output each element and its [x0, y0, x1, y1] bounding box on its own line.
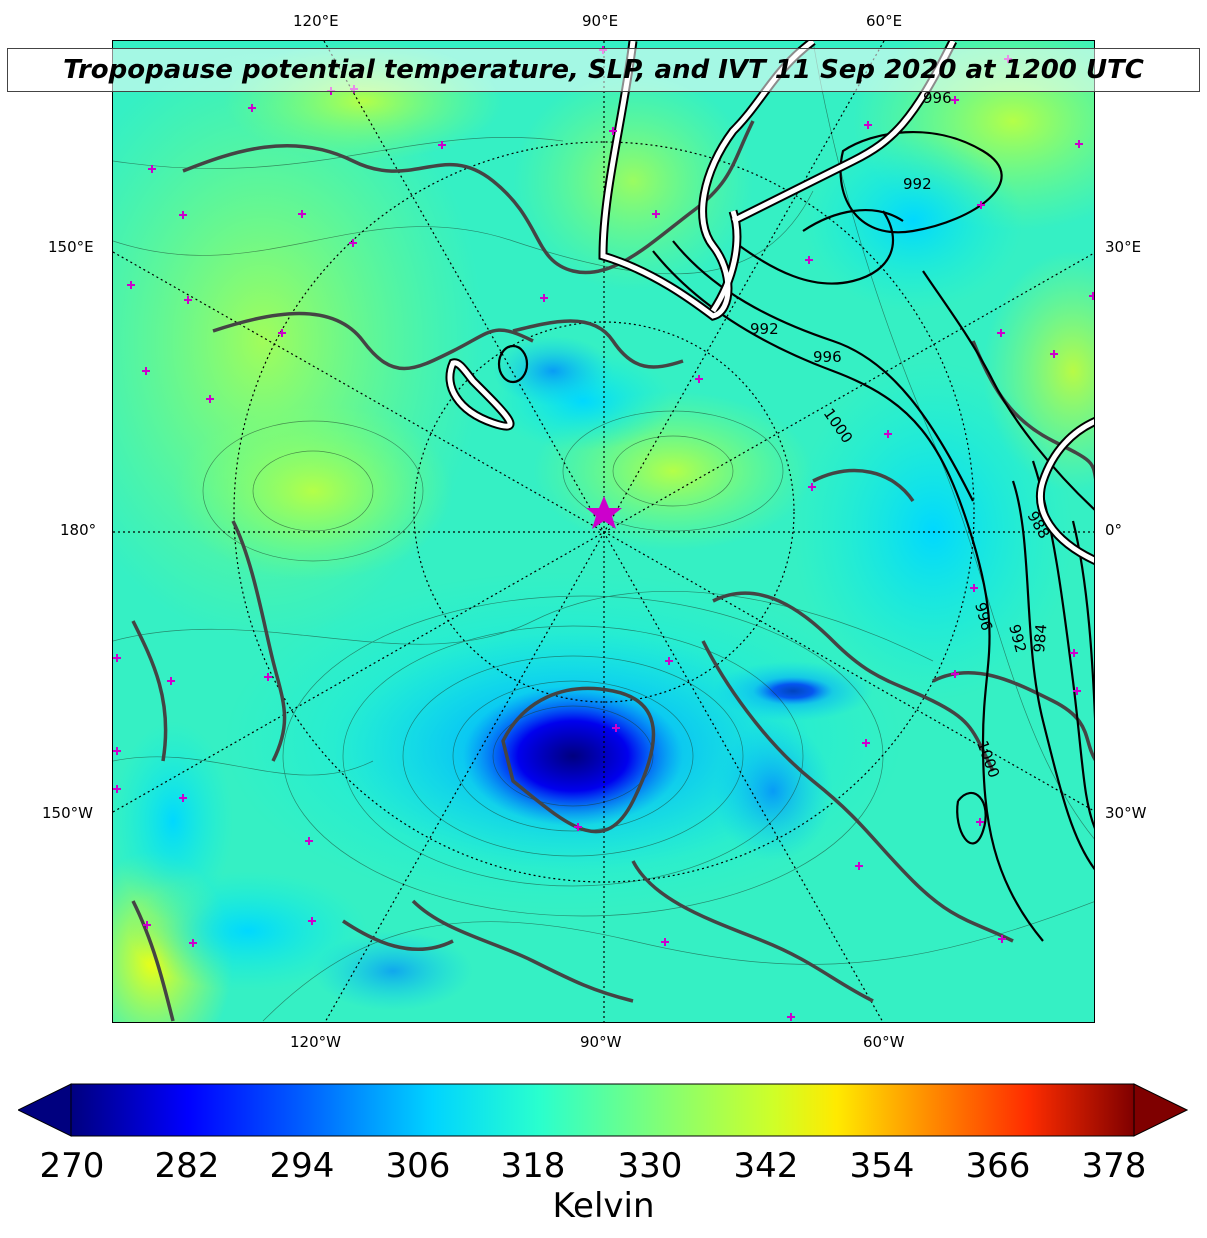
- theta-field-region: [493, 336, 613, 406]
- lon-label-top: 90°E: [582, 12, 619, 30]
- lon-label-top: 120°E: [293, 12, 339, 30]
- theta-field-region: [793, 361, 1073, 701]
- slp-label: 984: [1030, 623, 1050, 653]
- theta-field-region: [313, 931, 473, 1011]
- lon-label-left: 180°: [60, 521, 97, 539]
- theta-field-region: [803, 131, 1023, 311]
- map-canvas: 996 992 992 996 1000 988 996 992 984 100…: [113, 41, 1094, 1022]
- lon-label-right: 30°E: [1105, 238, 1142, 256]
- colorbar-tick: 378: [1081, 1146, 1147, 1186]
- theta-isolines: [113, 41, 1094, 1022]
- colorbar-tick: 306: [385, 1146, 451, 1186]
- colorbar-tick: 282: [154, 1146, 220, 1186]
- lon-label-right: 30°W: [1105, 804, 1147, 822]
- slp-label: 996: [813, 348, 842, 366]
- map-panel: 996 992 992 996 1000 988 996 992 984 100…: [112, 40, 1095, 1023]
- graticule: [113, 41, 1094, 1022]
- theta-field-region: [513, 71, 753, 291]
- lon-label-left: 150°W: [42, 804, 93, 822]
- lon-label-bottom: 60°W: [863, 1033, 905, 1051]
- theta-field-region: [173, 401, 453, 581]
- colorbar-tick: 342: [733, 1146, 799, 1186]
- lon-label-top: 60°E: [866, 12, 903, 30]
- ivt-contours: [445, 41, 1094, 566]
- colorbar-tick: 354: [849, 1146, 915, 1186]
- slp-contours: [497, 130, 1094, 942]
- colorbar-min-extend: [18, 1083, 72, 1137]
- slp-label: 992: [750, 320, 779, 338]
- colorbar-tick: 318: [500, 1146, 566, 1186]
- page-title: Tropopause potential temperature, SLP, a…: [63, 55, 1144, 85]
- slp-label: 992: [903, 175, 932, 193]
- star-marker: [586, 496, 622, 529]
- colorbar-gradient: [70, 1083, 1135, 1137]
- coastlines: [131, 120, 1094, 1022]
- lon-label-bottom: 120°W: [290, 1033, 341, 1051]
- lon-label-left: 150°E: [48, 238, 94, 256]
- title-box: Tropopause potential temperature, SLP, a…: [7, 48, 1200, 92]
- colorbar: [18, 1083, 1188, 1137]
- colorbar-tick: 270: [39, 1146, 105, 1186]
- colorbar-tick: 330: [617, 1146, 683, 1186]
- slp-label: 996: [923, 89, 952, 107]
- colorbar-tick: 294: [269, 1146, 335, 1186]
- colorbar-tick: 366: [965, 1146, 1031, 1186]
- cross-markers: [113, 46, 1094, 1021]
- colorbar-max-extend: [1133, 1083, 1188, 1137]
- colorbar-label: Kelvin: [552, 1186, 655, 1226]
- theta-field-region: [753, 677, 833, 705]
- lon-label-right: 0°: [1105, 521, 1123, 539]
- theta-field-region: [113, 721, 233, 921]
- lon-label-bottom: 90°W: [580, 1033, 622, 1051]
